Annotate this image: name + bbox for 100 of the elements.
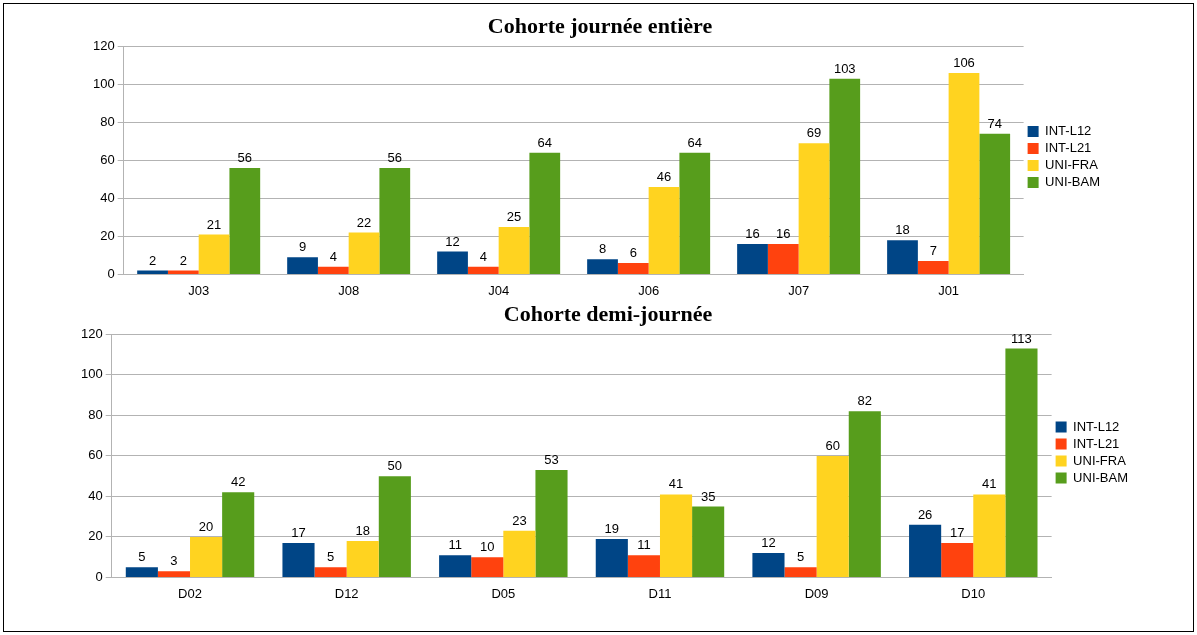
bar — [167, 270, 199, 274]
x-tick-label: D10 — [961, 585, 986, 601]
legend-label: UNI-FRA — [1045, 157, 1099, 173]
data-label: 22 — [356, 214, 372, 230]
bar — [752, 553, 785, 577]
data-label: 5 — [796, 549, 805, 565]
y-tick-label: 60 — [88, 447, 103, 463]
x-tick-label: J08 — [338, 282, 360, 298]
bar — [848, 411, 881, 577]
data-label: 82 — [857, 393, 873, 409]
bar — [617, 263, 649, 274]
bar — [784, 567, 817, 577]
data-label: 41 — [668, 476, 684, 492]
legend-label: INT-L21 — [1073, 435, 1120, 451]
y-tick-label: 100 — [92, 75, 115, 91]
bar — [917, 261, 949, 274]
bar — [737, 244, 768, 274]
bar — [157, 571, 191, 577]
y-tick-label: 40 — [100, 189, 115, 205]
data-label: 46 — [656, 169, 672, 185]
data-label: 50 — [387, 458, 403, 474]
data-label: 4 — [479, 248, 487, 264]
data-label: 2 — [179, 252, 187, 268]
y-tick-label: 40 — [88, 487, 103, 503]
data-label: 60 — [825, 437, 840, 453]
data-label: 17 — [949, 525, 965, 541]
data-label: 21 — [206, 216, 222, 232]
data-label: 25 — [506, 208, 522, 224]
y-tick-label: 80 — [88, 406, 103, 422]
bar — [941, 542, 974, 577]
bar — [829, 78, 861, 274]
bar — [314, 567, 347, 577]
bar — [798, 143, 830, 274]
legend-label: UNI-BAM — [1045, 174, 1100, 190]
bar — [887, 240, 918, 274]
data-label: 11 — [637, 537, 651, 553]
y-tick-label: 120 — [80, 325, 103, 341]
data-label: 12 — [445, 233, 460, 249]
x-tick-label: D11 — [648, 585, 672, 601]
x-tick-label: D09 — [804, 585, 829, 601]
data-label: 9 — [298, 239, 307, 255]
bar — [595, 538, 628, 577]
data-label: 10 — [480, 539, 495, 555]
x-tick-label: D02 — [178, 585, 202, 601]
data-label: 64 — [687, 134, 702, 150]
data-label: 18 — [895, 222, 910, 238]
bar — [909, 524, 942, 577]
y-tick-label: 0 — [95, 568, 103, 584]
bar — [282, 542, 315, 577]
data-label: 3 — [170, 553, 178, 569]
bar — [287, 257, 318, 274]
bar — [378, 476, 411, 577]
data-label: 12 — [761, 535, 776, 551]
legend-label: UNI-FRA — [1073, 452, 1127, 468]
bar — [222, 492, 255, 577]
bar — [587, 259, 618, 274]
bar — [125, 567, 158, 577]
bar — [1005, 348, 1038, 577]
data-label: 17 — [291, 525, 306, 541]
x-tick-label: J07 — [788, 282, 810, 298]
x-tick-label: D05 — [491, 585, 516, 601]
data-label: 19 — [604, 521, 620, 536]
bar — [979, 133, 1011, 274]
bar — [692, 506, 725, 577]
bar — [679, 152, 711, 274]
data-label: 4 — [329, 248, 337, 264]
legend-label: INT-L12 — [1073, 418, 1120, 434]
y-tick-label: 0 — [107, 265, 115, 281]
bar — [767, 244, 799, 274]
data-label: 5 — [138, 549, 146, 565]
data-label: 18 — [355, 523, 370, 539]
data-label: 56 — [237, 150, 253, 166]
data-label: 11 — [448, 537, 462, 553]
bar — [627, 555, 660, 577]
data-label: 41 — [982, 476, 997, 492]
data-label: 64 — [537, 134, 553, 150]
data-label: 26 — [917, 506, 933, 522]
legend-label: INT-L21 — [1045, 140, 1092, 156]
bar — [659, 494, 693, 577]
bar — [471, 557, 504, 577]
chart-title: Cohorte demi-journée — [503, 300, 713, 326]
bar — [503, 530, 536, 577]
bar — [190, 536, 223, 577]
y-tick-label: 80 — [100, 113, 115, 129]
bar — [379, 168, 411, 274]
bar — [529, 152, 561, 274]
y-tick-label: 20 — [100, 227, 115, 243]
bar — [467, 266, 499, 274]
data-label: 42 — [230, 474, 246, 490]
data-label: 20 — [198, 518, 214, 534]
y-tick-label: 20 — [88, 528, 103, 544]
bar — [948, 73, 980, 274]
bar — [816, 455, 849, 577]
data-label: 35 — [700, 488, 716, 504]
bar — [346, 540, 379, 577]
bar — [439, 555, 472, 577]
x-tick-label: J04 — [488, 282, 510, 298]
bar — [535, 470, 568, 577]
x-tick-label: J03 — [188, 282, 210, 298]
data-label: 16 — [776, 226, 791, 242]
